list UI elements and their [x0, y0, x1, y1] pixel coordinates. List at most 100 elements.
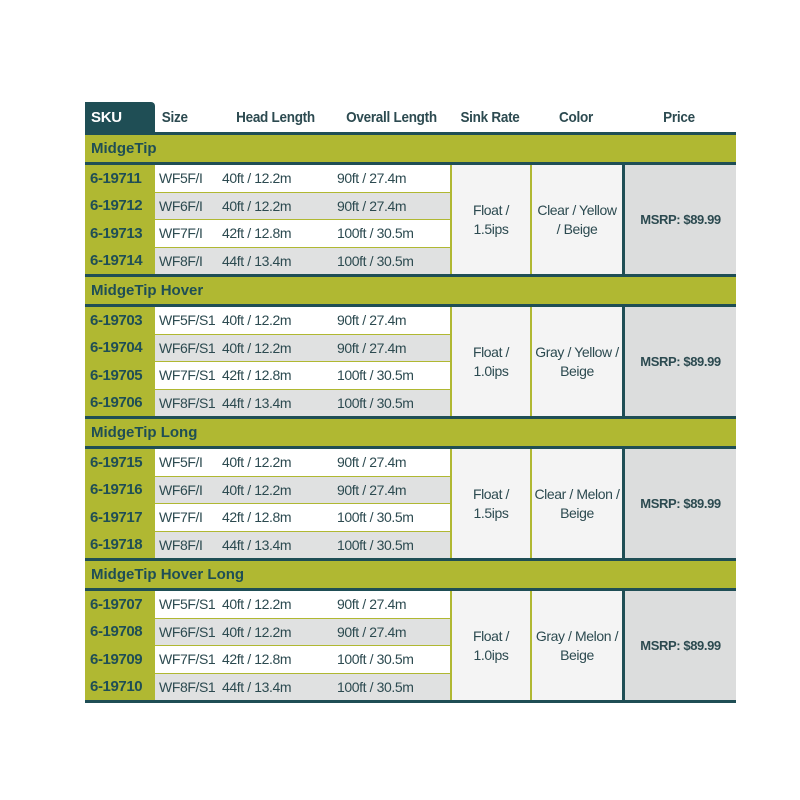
table-row: 6-19713 WF7F/I 42ft / 12.8m 100ft / 30.5m — [85, 220, 450, 248]
cell-color: Clear / Yellow / Beige — [530, 165, 622, 274]
table-row: 6-19714 WF8F/I 44ft / 13.4m 100ft / 30.5m — [85, 247, 450, 274]
cell-sink-rate: Float / 1.0ips — [450, 591, 530, 700]
cell-sku: 6-19711 — [85, 165, 155, 192]
sink-rate-text: Float / 1.5ips — [472, 485, 510, 521]
cell-size: WF5F/S1 — [159, 596, 216, 613]
group-rows: 6-19711 WF5F/I 40ft / 12.2m 90ft / 27.4m 6-1… — [85, 165, 450, 274]
table-row: 6-19717 WF7F/I 42ft / 12.8m 100ft / 30.5m — [85, 504, 450, 532]
cell-price: MSRP: $89.99 — [622, 449, 736, 558]
cell-size: WF6F/I — [155, 192, 218, 219]
cell-size: WF7F/S1 — [159, 651, 216, 668]
table-row: 6-19707 WF5F/S1 40ft / 12.2m 90ft / 27.4m — [85, 591, 450, 619]
cell-sku: 6-19715 — [85, 449, 155, 476]
cell-overall-length: 100ft / 30.5m — [337, 367, 414, 384]
table-row: 6-19712 WF6F/I 40ft / 12.2m 90ft / 27.4m — [85, 192, 450, 220]
cell-size: WF7F/I — [159, 509, 203, 526]
cell-overall-length: 90ft / 27.4m — [337, 596, 407, 613]
cell-sku: 6-19707 — [85, 591, 155, 618]
cell-head-length: 40ft / 12.2m — [222, 170, 292, 187]
table-row: 6-19706 WF8F/S1 44ft / 13.4m 100ft / 30.5m — [85, 389, 450, 416]
cell-size: WF6F/S1 — [155, 334, 218, 361]
cell-head-length: 44ft / 13.4m — [218, 247, 333, 274]
header-size: Size — [161, 108, 188, 126]
cell-size: WF8F/I — [155, 531, 218, 558]
header-price: Price — [663, 108, 695, 126]
header-sku: SKU — [85, 102, 155, 132]
cell-head-length: 42ft / 12.8m — [222, 509, 292, 526]
cell-size: WF5F/S1 — [159, 312, 216, 329]
group-title: MidgeTip — [85, 135, 736, 165]
cell-head-length: 40ft / 12.2m — [222, 312, 292, 329]
cell-overall-length: 90ft / 27.4m — [337, 170, 407, 187]
cell-head-length: 42ft / 12.8m — [222, 651, 292, 668]
cell-size: WF8F/S1 — [155, 389, 218, 416]
cell-overall-length: 100ft / 30.5m — [333, 247, 450, 274]
table-row: 6-19715 WF5F/I 40ft / 12.2m 90ft / 27.4m — [85, 449, 450, 477]
table-row: 6-19704 WF6F/S1 40ft / 12.2m 90ft / 27.4m — [85, 334, 450, 362]
cell-sku: 6-19705 — [85, 362, 155, 389]
cell-sink-rate: Float / 1.5ips — [450, 449, 530, 558]
table-row: 6-19710 WF8F/S1 44ft / 13.4m 100ft / 30.5m — [85, 673, 450, 700]
group-rows: 6-19707 WF5F/S1 40ft / 12.2m 90ft / 27.4m 6-… — [85, 591, 450, 700]
cell-size: WF8F/S1 — [155, 673, 218, 700]
table-row: 6-19708 WF6F/S1 40ft / 12.2m 90ft / 27.4m — [85, 618, 450, 646]
cell-sku: 6-19703 — [85, 307, 155, 334]
product-group: MidgeTip Long 6-19715 WF5F/I 40ft / 12.2m 9… — [85, 419, 736, 561]
cell-head-length: 40ft / 12.2m — [218, 334, 333, 361]
cell-size: WF5F/I — [159, 454, 203, 471]
color-text: Gray / Melon / Beige — [535, 627, 619, 663]
cell-overall-length: 90ft / 27.4m — [337, 454, 407, 471]
cell-head-length: 40ft / 12.2m — [222, 596, 292, 613]
table-row: 6-19705 WF7F/S1 42ft / 12.8m 100ft / 30.5m — [85, 362, 450, 390]
color-text: Gray / Yellow / Beige — [535, 343, 619, 379]
cell-size: WF8F/I — [155, 247, 218, 274]
cell-head-length: 40ft / 12.2m — [218, 476, 333, 503]
color-text: Clear / Melon / Beige — [534, 485, 620, 521]
cell-sku: 6-19713 — [85, 220, 155, 247]
cell-sku: 6-19716 — [85, 476, 155, 503]
cell-overall-length: 90ft / 27.4m — [337, 312, 407, 329]
cell-sku: 6-19710 — [85, 673, 155, 700]
cell-color: Gray / Yellow / Beige — [530, 307, 622, 416]
header-overall-length: Overall Length — [346, 108, 437, 126]
cell-head-length: 40ft / 12.2m — [218, 618, 333, 645]
table-header: SKU Size Head Length Overall Length Sink… — [85, 102, 736, 135]
cell-overall-length: 90ft / 27.4m — [333, 192, 450, 219]
cell-sku: 6-19714 — [85, 247, 155, 274]
cell-price: MSRP: $89.99 — [622, 307, 736, 416]
cell-overall-length: 90ft / 27.4m — [333, 334, 450, 361]
group-rows: 6-19715 WF5F/I 40ft / 12.2m 90ft / 27.4m 6-1… — [85, 449, 450, 558]
group-title: MidgeTip Hover — [85, 277, 736, 307]
cell-sink-rate: Float / 1.0ips — [450, 307, 530, 416]
cell-size: WF5F/I — [159, 170, 203, 187]
cell-size: WF7F/I — [159, 225, 203, 242]
product-table: SKU Size Head Length Overall Length Sink… — [85, 102, 736, 703]
sink-rate-text: Float / 1.5ips — [472, 201, 510, 237]
cell-head-length: 40ft / 12.2m — [218, 192, 333, 219]
table-row: 6-19716 WF6F/I 40ft / 12.2m 90ft / 27.4m — [85, 476, 450, 504]
sink-rate-text: Float / 1.0ips — [472, 627, 510, 663]
cell-price: MSRP: $89.99 — [622, 591, 736, 700]
cell-head-length: 40ft / 12.2m — [222, 454, 292, 471]
cell-sku: 6-19717 — [85, 504, 155, 531]
group-rows: 6-19703 WF5F/S1 40ft / 12.2m 90ft / 27.4m 6-… — [85, 307, 450, 416]
sink-rate-text: Float / 1.0ips — [472, 343, 510, 379]
header-color: Color — [559, 108, 593, 126]
cell-sku: 6-19708 — [85, 618, 155, 645]
cell-overall-length: 100ft / 30.5m — [333, 389, 450, 416]
cell-size: WF6F/S1 — [155, 618, 218, 645]
table-row: 6-19711 WF5F/I 40ft / 12.2m 90ft / 27.4m — [85, 165, 450, 193]
cell-overall-length: 100ft / 30.5m — [337, 651, 414, 668]
group-title: MidgeTip Long — [85, 419, 736, 449]
cell-size: WF7F/S1 — [159, 367, 216, 384]
cell-sink-rate: Float / 1.5ips — [450, 165, 530, 274]
cell-overall-length: 100ft / 30.5m — [333, 531, 450, 558]
table-row: 6-19709 WF7F/S1 42ft / 12.8m 100ft / 30.5m — [85, 646, 450, 674]
cell-overall-length: 100ft / 30.5m — [337, 225, 414, 242]
cell-sku: 6-19704 — [85, 334, 155, 361]
color-text: Clear / Yellow / Beige — [537, 201, 617, 237]
group-title: MidgeTip Hover Long — [85, 561, 736, 591]
cell-color: Gray / Melon / Beige — [530, 591, 622, 700]
cell-size: WF6F/I — [155, 476, 218, 503]
cell-overall-length: 90ft / 27.4m — [333, 476, 450, 503]
